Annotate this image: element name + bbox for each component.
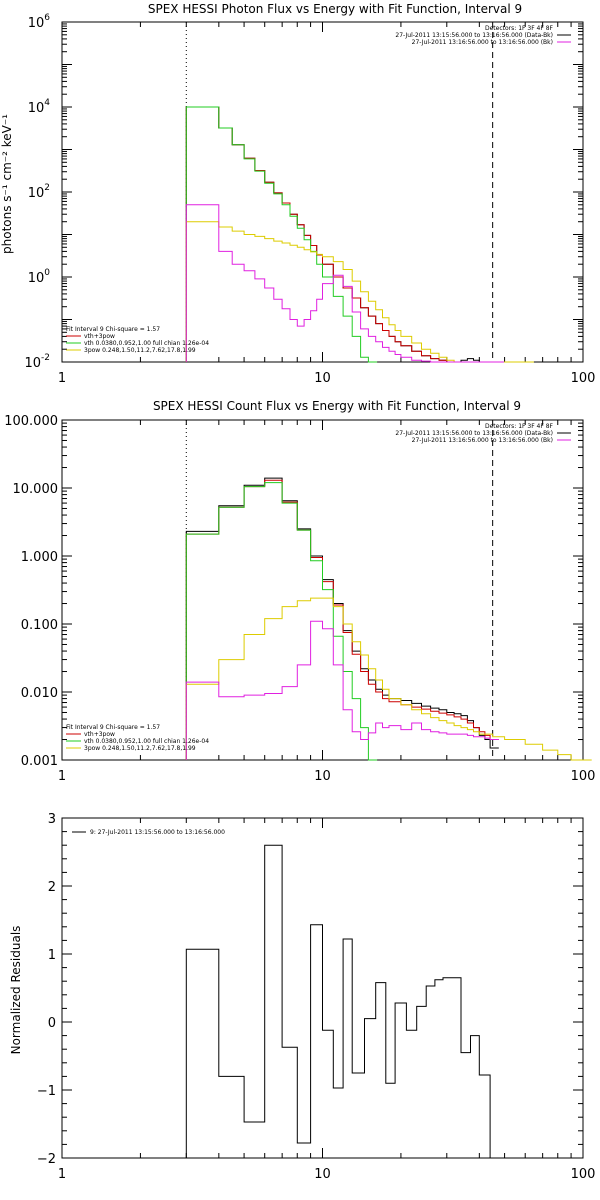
panel1-title: SPEX HESSI Photon Flux vs Energy with Fi… xyxy=(148,2,522,16)
residual-line xyxy=(185,844,491,1158)
legend-entry: 9: 27-Jul-2011 13:15:56.000 to 13:16:56.… xyxy=(90,829,225,836)
x-tick-label: 1 xyxy=(58,1167,66,1182)
series-line xyxy=(185,221,534,363)
x-tick-label: 10 xyxy=(314,1167,331,1182)
legend-top-entry: 27-Jul-2011 13:16:56.000 to 13:16:56.000… xyxy=(412,39,553,46)
y-tick-label: 0 xyxy=(48,1016,56,1031)
plot-frame xyxy=(61,21,584,363)
legend-top-entry: 27-Jul-2011 13:15:56.000 to 13:16:56.000… xyxy=(395,430,553,437)
panel2-title: SPEX HESSI Count Flux vs Energy with Fit… xyxy=(153,399,521,413)
legend-bottom-entry: vth 0.0380,0.952,1.00 full chian 1.26e-0… xyxy=(84,738,209,745)
x-tick-label: 10 xyxy=(314,769,331,784)
y-tick-label: 0.010 xyxy=(21,686,58,701)
x-tick-label: 100 xyxy=(571,769,596,784)
legend-top-entry: 27-Jul-2011 13:16:56.000 to 13:16:56.000… xyxy=(412,437,553,444)
residuals-plot: 1 10 100 −2 −1 0 1 2 3 9: 27-Jul-2011 13:15:56.00… xyxy=(37,812,596,1182)
series-line xyxy=(185,482,378,761)
legend-bottom-entry: Fit Interval 9 Chi-square = 1.57 xyxy=(66,326,160,333)
y-tick-label: 0.001 xyxy=(21,754,58,769)
x-tick-label: 1 xyxy=(58,769,66,784)
legend-bottom-entry: vth+3pow xyxy=(84,731,115,738)
y-tick-label: 100.000 xyxy=(4,414,58,429)
count-flux-plot: 1 10 100 0.001 0.010 0.100 1.000 10.000 100.000 D… xyxy=(4,414,595,784)
y-tick-label: 2 xyxy=(48,880,56,895)
y-tick-label: 106 xyxy=(28,13,51,31)
y-tick-label: 102 xyxy=(28,183,50,201)
y-tick-label: −2 xyxy=(37,1152,56,1167)
y-tick-label: 1 xyxy=(48,948,56,963)
legend-top-entry: Detectors: 1F 3F 4F 8F xyxy=(485,25,554,32)
legend-bottom-entry: 3pow 0.248,1.50,11.2,7.62,17.8,1.99 xyxy=(84,745,196,752)
x-tick-label: 10 xyxy=(314,371,331,386)
x-tick-label: 100 xyxy=(571,371,596,386)
y-tick-label: 0.100 xyxy=(21,618,58,633)
y-tick-label: 10.000 xyxy=(13,482,59,497)
photon-flux-plot: 1 10 100 10-2 100 102 104 106 Detectors: 1F 3F 4… xyxy=(24,13,595,386)
y-tick-label: 104 xyxy=(28,98,51,116)
y-tick-label: 10-2 xyxy=(24,353,50,371)
y-tick-label: 3 xyxy=(48,812,56,827)
x-tick-label: 100 xyxy=(571,1167,596,1182)
legend-bottom-entry: vth 0.0380,0.952,1.00 full chian 1.26e-0… xyxy=(84,340,209,347)
series-line xyxy=(185,479,499,760)
series-line xyxy=(185,204,504,363)
series-line xyxy=(185,106,378,363)
series-line xyxy=(185,106,499,363)
legend-top-entry: Detectors: 1F 3F 4F 8F xyxy=(485,423,554,430)
panel1-ylabel: photons s⁻¹ cm⁻² keV⁻¹ xyxy=(0,114,14,254)
y-tick-label: −1 xyxy=(37,1084,56,1099)
series-line xyxy=(185,620,499,760)
legend-bottom-entry: Fit Interval 9 Chi-square = 1.57 xyxy=(66,724,160,731)
legend-bottom-entry: vth+3pow xyxy=(84,333,115,340)
y-tick-label: 1.000 xyxy=(21,550,58,565)
series-line xyxy=(185,597,592,761)
series-line xyxy=(185,106,499,363)
y-tick-label: 100 xyxy=(28,268,51,286)
legend-top-entry: 27-Jul-2011 13:15:56.000 to 13:16:56.000… xyxy=(395,32,553,39)
x-tick-label: 1 xyxy=(58,371,66,386)
series-line xyxy=(185,477,499,760)
legend-bottom-entry: 3pow 0.248,1.50,11.2,7.62,17.8,1.99 xyxy=(84,347,196,354)
panel3-ylabel: Normalized Residuals xyxy=(9,926,23,1055)
